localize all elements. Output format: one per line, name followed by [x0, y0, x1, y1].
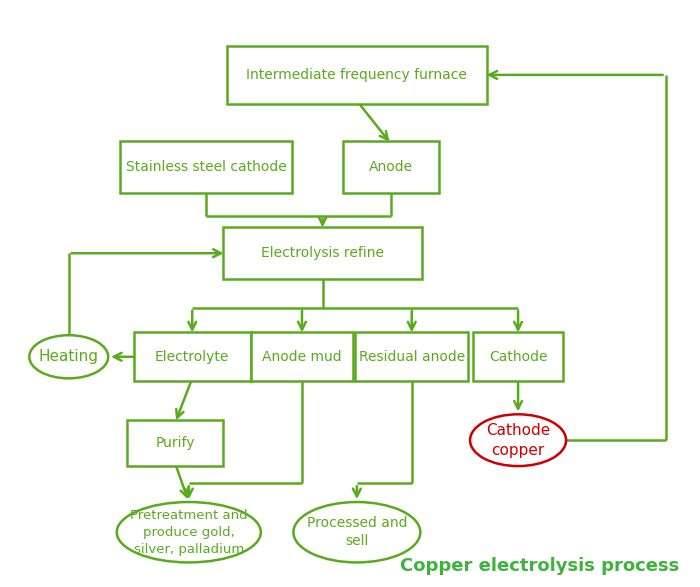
- Text: Purify: Purify: [155, 436, 195, 450]
- FancyBboxPatch shape: [343, 141, 439, 193]
- Text: Anode mud: Anode mud: [262, 350, 342, 364]
- FancyBboxPatch shape: [473, 332, 563, 381]
- FancyBboxPatch shape: [227, 46, 487, 104]
- Text: Intermediate frequency furnace: Intermediate frequency furnace: [246, 68, 468, 82]
- FancyBboxPatch shape: [134, 332, 251, 381]
- FancyBboxPatch shape: [127, 420, 223, 466]
- Text: Heating: Heating: [38, 349, 99, 365]
- Text: Cathode
copper: Cathode copper: [486, 423, 550, 458]
- Text: Cathode: Cathode: [489, 350, 547, 364]
- Ellipse shape: [117, 502, 261, 562]
- Text: Stainless steel cathode: Stainless steel cathode: [125, 160, 286, 174]
- Ellipse shape: [293, 502, 420, 562]
- Text: Anode: Anode: [369, 160, 413, 174]
- Text: Residual anode: Residual anode: [358, 350, 465, 364]
- Text: Pretreatment and
produce gold,
silver, palladium: Pretreatment and produce gold, silver, p…: [130, 509, 248, 556]
- FancyBboxPatch shape: [223, 227, 422, 279]
- Ellipse shape: [470, 414, 566, 466]
- Text: Copper electrolysis process: Copper electrolysis process: [400, 558, 679, 575]
- FancyBboxPatch shape: [355, 332, 468, 381]
- Text: Electrolysis refine: Electrolysis refine: [261, 246, 384, 260]
- Text: Electrolyte: Electrolyte: [155, 350, 230, 364]
- FancyBboxPatch shape: [120, 141, 292, 193]
- FancyBboxPatch shape: [251, 332, 354, 381]
- Text: Processed and
sell: Processed and sell: [307, 516, 407, 548]
- Ellipse shape: [29, 335, 108, 379]
